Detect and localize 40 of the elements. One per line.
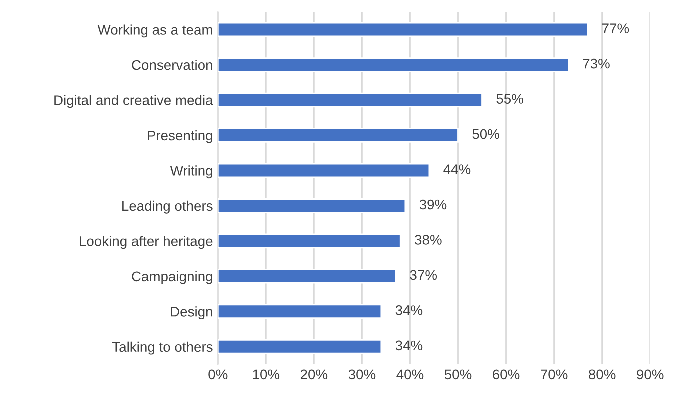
x-tick-label: 90% (637, 370, 664, 380)
y-tick-label: Writing (170, 166, 212, 179)
y-tick-label: Leading others (122, 200, 213, 214)
y-tick-label: Looking after heritage (80, 236, 213, 250)
bar (218, 163, 430, 178)
bar (218, 339, 382, 354)
bar (218, 234, 402, 249)
x-tick-label: 0% (208, 370, 228, 380)
bar (218, 304, 382, 320)
y-tick-label: Talking to others (112, 342, 213, 355)
bar (218, 269, 397, 284)
bar (218, 92, 483, 108)
x-tick-label: 80% (589, 370, 616, 380)
y-tick-label: Conservation (132, 60, 212, 70)
data-label: 73% (583, 58, 610, 69)
y-tick-label: Campaigning (132, 271, 212, 284)
data-label: 37% (410, 270, 438, 280)
data-label: 44% (444, 164, 471, 174)
x-tick-label: 70% (541, 370, 568, 380)
bar (218, 128, 459, 143)
x-tick-label: 20% (300, 370, 328, 380)
data-label: 50% (472, 129, 500, 140)
x-tick-label: 10% (253, 370, 280, 380)
y-tick-label: Digital and creative media (54, 95, 214, 108)
x-tick-label: 50% (444, 370, 472, 380)
y-tick-label: Presenting (148, 130, 212, 144)
bar (218, 22, 589, 38)
bar (218, 58, 570, 72)
data-label: 77% (602, 24, 630, 34)
x-tick-label: 60% (493, 370, 520, 380)
data-label: 34% (396, 306, 423, 316)
data-label: 55% (496, 94, 524, 104)
y-tick-label: Working as a team (98, 24, 212, 38)
data-label: 38% (415, 235, 442, 245)
data-label: 34% (396, 340, 423, 351)
bar (218, 198, 406, 214)
data-label: 39% (420, 200, 447, 210)
x-tick-label: 30% (348, 370, 376, 380)
y-tick-label: Design (171, 306, 212, 320)
x-tick-label: 40% (396, 370, 424, 380)
